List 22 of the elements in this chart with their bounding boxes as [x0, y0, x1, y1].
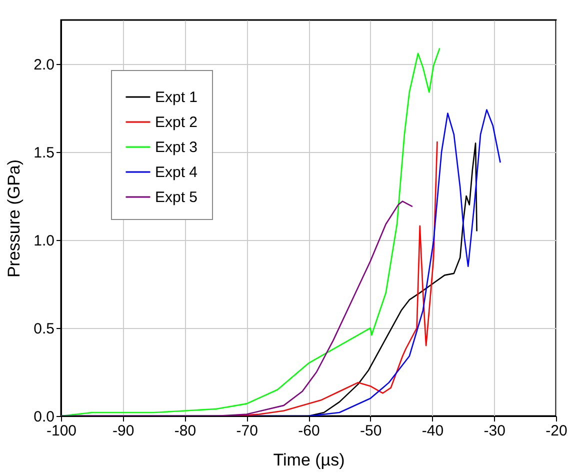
x-tick-label: -90 [112, 422, 134, 440]
legend-label: Expt 1 [155, 89, 198, 106]
y-tick-label: 2.0 [34, 56, 54, 74]
x-tick-label: -60 [298, 422, 320, 440]
legend-label: Expt 5 [155, 189, 198, 206]
legend-label: Expt 3 [155, 139, 198, 156]
x-tick-label: -50 [360, 422, 382, 440]
legend-label: Expt 2 [155, 114, 198, 131]
x-tick-label: -80 [174, 422, 196, 440]
y-tick-label: 0.0 [34, 408, 54, 426]
legend-label: Expt 4 [155, 164, 198, 181]
x-tick-label: -100 [46, 422, 77, 440]
x-tick-label: -30 [484, 422, 506, 440]
x-axis-title: Time (µs) [273, 450, 345, 470]
x-tick-label: -70 [236, 422, 258, 440]
x-tick-label: -40 [422, 422, 444, 440]
x-tick-label: -20 [546, 422, 568, 440]
line-series [61, 48, 440, 416]
y-tick-label: 1.5 [34, 144, 54, 162]
y-tick-label: 0.5 [34, 320, 54, 338]
y-axis-title: Pressure (GPa) [4, 159, 24, 278]
y-tick-label: 1.0 [34, 232, 54, 250]
